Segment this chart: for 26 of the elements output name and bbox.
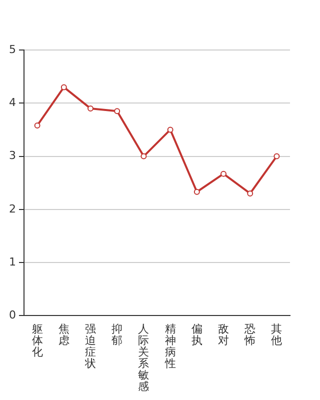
x-tick-label: 其他 <box>271 322 282 347</box>
x-tick-label: 敌对 <box>218 322 229 347</box>
point <box>114 108 120 114</box>
x-tick-label: 躯体化 <box>32 322 43 358</box>
point <box>88 105 94 112</box>
y-tick-label: 2 <box>9 202 16 216</box>
x-tick-label: 偏执 <box>191 322 202 347</box>
x-tick-label: 焦虑 <box>58 322 70 347</box>
point <box>194 188 200 195</box>
x-tick-label: 恐怖 <box>244 322 256 347</box>
point <box>167 126 174 133</box>
point <box>140 153 147 160</box>
y-tick-label: 0 <box>9 308 16 322</box>
x-tick-label: 强迫症状 <box>84 322 96 370</box>
y-tick-label: 1 <box>9 255 16 268</box>
x-tick-label: 人际关系敏感 <box>138 322 150 394</box>
y-tick-label: 4 <box>9 96 16 109</box>
y-tick-label: 3 <box>9 149 16 162</box>
y-tick-label: 5 <box>9 42 16 56</box>
point <box>274 153 280 160</box>
point <box>60 84 67 90</box>
point <box>34 122 40 128</box>
point <box>220 170 226 177</box>
x-tick-label: 抑郁 <box>112 322 123 347</box>
point <box>247 190 254 196</box>
x-tick-label: 精神病性 <box>164 322 176 370</box>
